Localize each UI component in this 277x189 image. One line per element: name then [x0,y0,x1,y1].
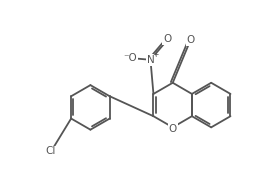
Text: O: O [163,34,171,44]
Text: O: O [169,123,177,133]
Text: ⁻O: ⁻O [123,53,137,63]
Text: +: + [152,50,159,59]
Text: N: N [147,55,154,65]
Text: Cl: Cl [45,146,56,156]
Text: O: O [186,35,195,45]
